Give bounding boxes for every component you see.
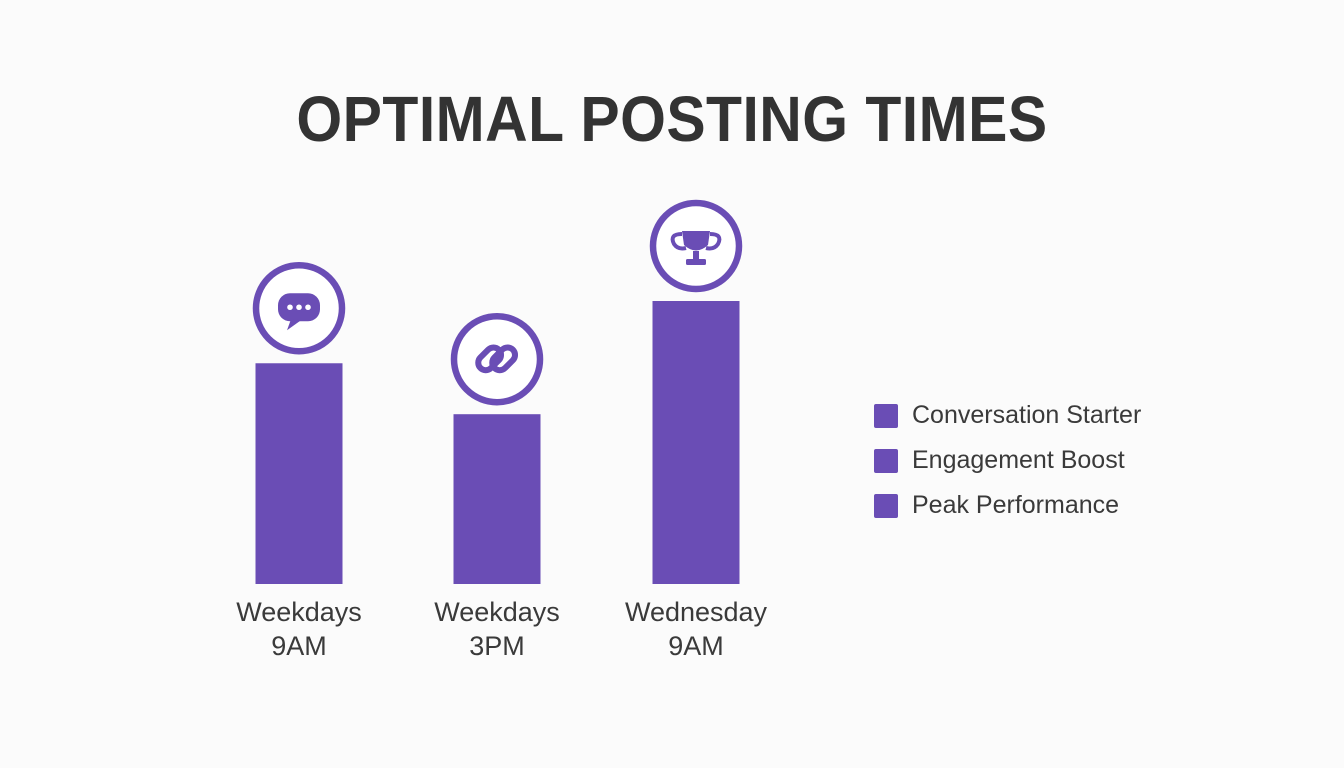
chart-title: OPTIMAL POSTING TIMES — [296, 83, 1048, 155]
category-label: Weekdays — [434, 597, 560, 627]
category-label: Wednesday — [625, 597, 768, 627]
bar-2 — [453, 414, 541, 584]
legend-label: Peak Performance — [912, 491, 1120, 519]
category-label: 3PM — [469, 631, 525, 661]
legend-label: Engagement Boost — [912, 446, 1125, 474]
category-label: 9AM — [271, 631, 327, 661]
link-icon — [450, 312, 544, 406]
category-label: 9AM — [668, 631, 724, 661]
legend-swatch — [874, 403, 898, 428]
bar-3 — [652, 301, 740, 584]
legend-swatch — [874, 493, 898, 518]
legend-swatch — [874, 448, 898, 473]
legend: Conversation Starter Engagement Boost Pe… — [874, 393, 1141, 528]
category-label: Weekdays — [236, 597, 362, 627]
legend-label: Conversation Starter — [912, 401, 1142, 429]
bar-1 — [255, 363, 343, 584]
legend-item-conversation-starter: Conversation Starter — [874, 393, 1141, 438]
legend-item-peak-performance: Peak Performance — [874, 483, 1141, 528]
trophy-icon — [649, 199, 743, 293]
legend-item-engagement-boost: Engagement Boost — [874, 438, 1141, 483]
speech-bubble-icon — [252, 262, 346, 355]
